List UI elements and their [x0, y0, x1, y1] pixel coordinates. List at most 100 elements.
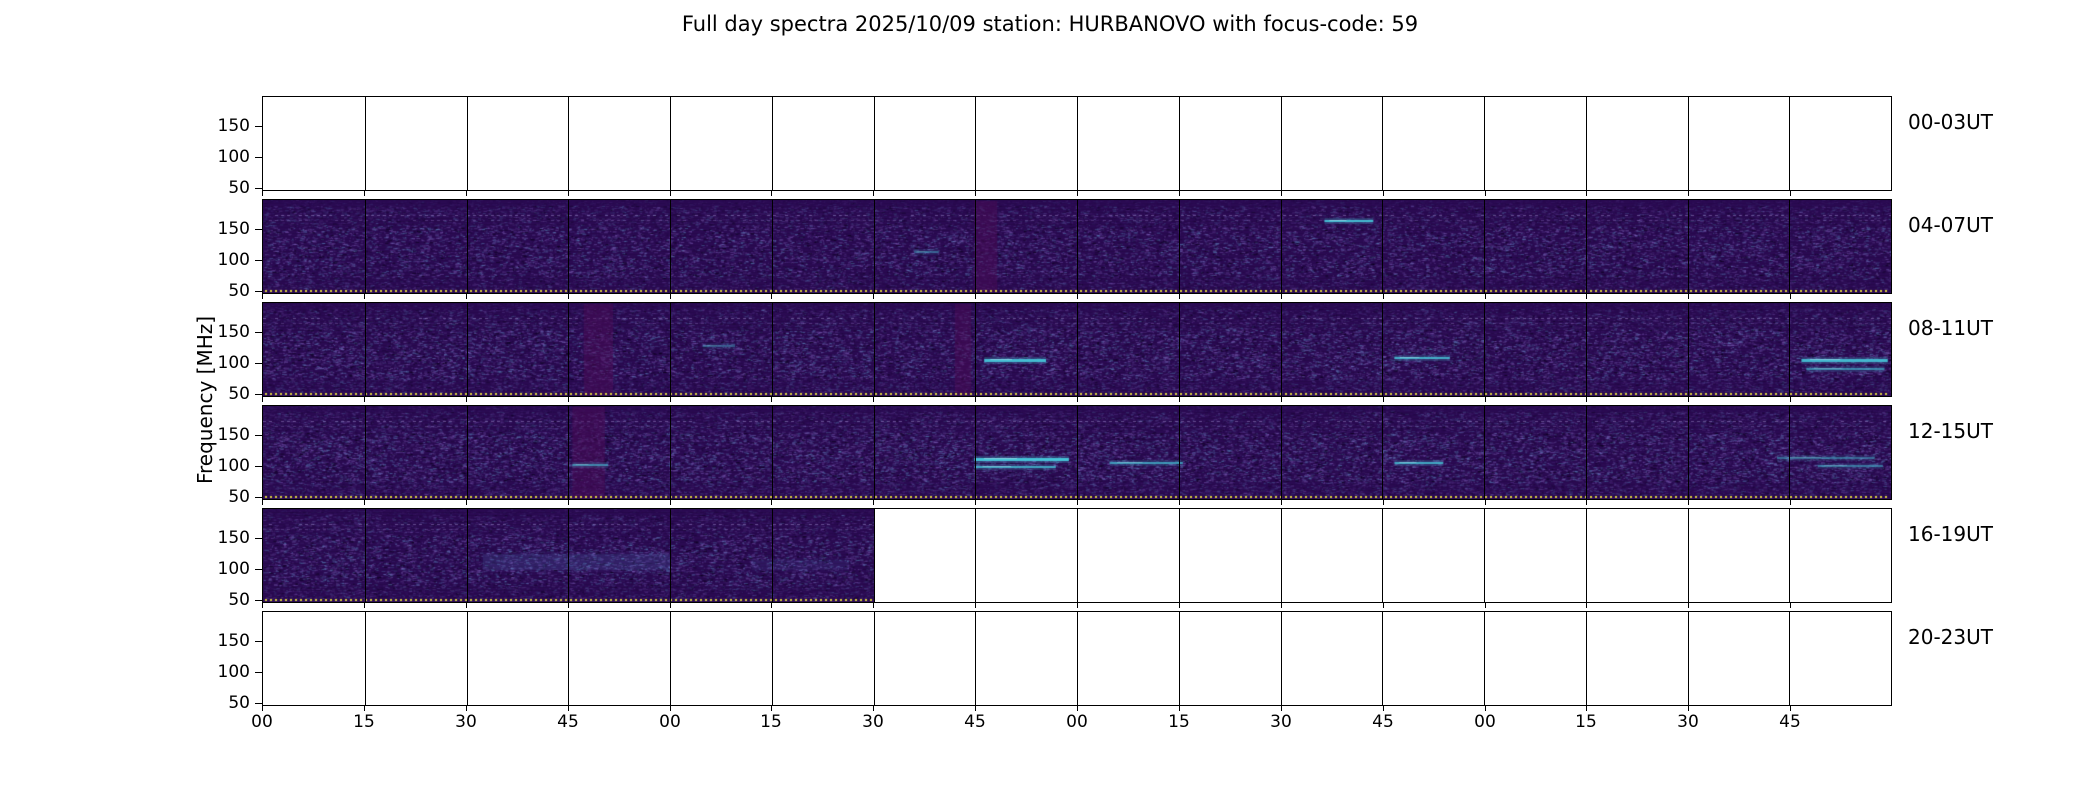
segment-divider	[874, 303, 875, 396]
y-tick-label: 50	[228, 487, 250, 508]
x-tick	[1383, 294, 1384, 299]
y-tick	[255, 332, 262, 333]
segment-divider	[772, 200, 773, 293]
x-tick	[1790, 294, 1791, 299]
y-tick	[255, 435, 262, 436]
x-tick	[1077, 294, 1078, 299]
x-tick-label: 00	[659, 712, 681, 732]
x-tick	[1077, 603, 1078, 608]
y-tick-label: 100	[217, 250, 250, 271]
y-tick	[255, 538, 262, 539]
y-tick-label: 50	[228, 693, 250, 714]
segment-divider	[874, 97, 875, 190]
segment-divider	[1586, 97, 1587, 190]
segment-divider	[1077, 509, 1078, 602]
x-tick-label: 00	[1474, 712, 1496, 732]
x-tick	[1383, 603, 1384, 608]
x-tick	[364, 397, 365, 402]
x-tick	[1281, 500, 1282, 505]
y-tick	[255, 157, 262, 158]
segment-divider	[1382, 612, 1383, 705]
segment-divider	[1688, 509, 1689, 602]
x-tick	[1179, 191, 1180, 196]
row-label: 20-23UT	[1908, 625, 1993, 649]
segment-divider	[1281, 97, 1282, 190]
x-tick	[975, 191, 976, 196]
x-tick	[1179, 706, 1180, 711]
segment-divider	[975, 303, 976, 396]
segment-divider	[1688, 97, 1689, 190]
x-tick	[364, 191, 365, 196]
x-tick	[262, 191, 263, 196]
segment-divider	[1484, 612, 1485, 705]
segment-divider	[467, 406, 468, 499]
x-tick	[771, 397, 772, 402]
segment-divider	[1179, 303, 1180, 396]
y-tick-label: 50	[228, 281, 250, 302]
segment-divider	[1688, 612, 1689, 705]
segment-divider	[1789, 612, 1790, 705]
y-tick	[255, 497, 262, 498]
segment-divider	[467, 97, 468, 190]
x-tick	[670, 500, 671, 505]
y-tick	[255, 641, 262, 642]
x-tick	[364, 706, 365, 711]
segment-divider	[1382, 406, 1383, 499]
y-tick	[255, 229, 262, 230]
x-tick	[262, 603, 263, 608]
x-tick	[568, 191, 569, 196]
x-tick	[466, 706, 467, 711]
segment-divider	[365, 303, 366, 396]
x-tick-label: 45	[1372, 712, 1394, 732]
y-tick	[255, 569, 262, 570]
y-tick-label: 150	[217, 631, 250, 652]
x-tick-label: 30	[862, 712, 884, 732]
y-tick-label: 150	[217, 116, 250, 137]
spectra-row-panel	[262, 302, 1892, 397]
x-tick	[1790, 603, 1791, 608]
x-tick	[1281, 294, 1282, 299]
x-tick-label: 15	[760, 712, 782, 732]
y-tick	[255, 703, 262, 704]
x-tick	[1485, 191, 1486, 196]
x-tick-label: 45	[964, 712, 986, 732]
x-tick	[568, 603, 569, 608]
segment-divider	[975, 509, 976, 602]
y-tick-label: 150	[217, 322, 250, 343]
figure-title: Full day spectra 2025/10/09 station: HUR…	[681, 12, 1419, 36]
x-tick	[1586, 603, 1587, 608]
x-tick-label: 30	[1677, 712, 1699, 732]
spectra-row-panel	[262, 405, 1892, 500]
x-tick-label: 45	[557, 712, 579, 732]
x-tick	[1790, 397, 1791, 402]
segment-divider	[772, 406, 773, 499]
x-tick	[670, 294, 671, 299]
segment-divider	[772, 509, 773, 602]
segment-divider	[670, 303, 671, 396]
segment-divider	[670, 200, 671, 293]
segment-divider	[1077, 406, 1078, 499]
x-tick	[1688, 397, 1689, 402]
row-label: 08-11UT	[1908, 316, 1993, 340]
x-tick	[1179, 500, 1180, 505]
x-tick	[1383, 706, 1384, 711]
x-tick	[1485, 603, 1486, 608]
segment-divider	[772, 97, 773, 190]
spectra-row-panel	[262, 96, 1892, 191]
segment-divider	[568, 509, 569, 602]
x-tick	[364, 603, 365, 608]
segment-divider	[1586, 200, 1587, 293]
x-tick	[975, 294, 976, 299]
segment-divider	[874, 509, 875, 602]
segment-divider	[874, 406, 875, 499]
x-tick	[873, 191, 874, 196]
x-tick	[364, 500, 365, 505]
x-tick	[1077, 500, 1078, 505]
segment-divider	[1586, 406, 1587, 499]
segment-divider	[1688, 406, 1689, 499]
segment-divider	[1281, 303, 1282, 396]
y-tick	[255, 291, 262, 292]
x-tick	[975, 603, 976, 608]
segment-divider	[670, 509, 671, 602]
